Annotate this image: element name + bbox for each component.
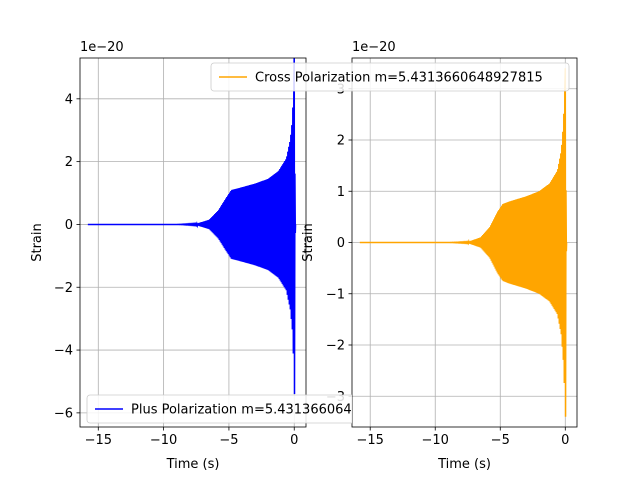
axes-frame: [79, 57, 307, 428]
y-tick-label: −2: [326, 339, 345, 354]
x-tick-label: 0: [561, 433, 569, 448]
x-tick-label: −5: [491, 433, 510, 448]
legend-cross: Cross Polarization m=5.4313660648927815: [210, 62, 570, 92]
x-tick-label: −5: [219, 433, 238, 448]
y-tick-label: −4: [54, 344, 73, 359]
series-line: [87, 58, 297, 395]
y-tick-label: 4: [65, 92, 73, 107]
x-axis-label: Time (s): [166, 457, 220, 472]
y-tick-label: 2: [337, 134, 345, 149]
legend-label: Cross Polarization m=5.4313660648927815: [255, 71, 543, 86]
legend-label: Plus Polarization m=5.4313660648927815: [131, 403, 410, 418]
series-line: [359, 68, 568, 417]
legend-box: [210, 62, 570, 92]
y-axis-label: Strain: [30, 223, 45, 262]
x-tick-label: −10: [422, 433, 449, 448]
x-tick-label: −15: [85, 433, 112, 448]
y-tick-label: −6: [54, 406, 73, 421]
y-axis-label: Strain: [301, 223, 316, 262]
y-tick-label: −1: [326, 287, 345, 302]
legend-plus: Plus Polarization m=5.4313660648927815: [86, 394, 410, 424]
y-tick-label: 0: [337, 236, 345, 251]
legend-box: [86, 394, 352, 424]
x-tick-label: 0: [290, 433, 298, 448]
x-tick-label: −10: [150, 433, 177, 448]
x-tick-label: −15: [356, 433, 383, 448]
chart-panel-1: −15 −10 −5 0 −6 −4 −2 0 2 4 1e−20 Time (s) Strain: [30, 40, 307, 472]
y-tick-label: 0: [65, 218, 73, 233]
y-tick-label: 1: [337, 185, 345, 200]
y-tick-label: −2: [54, 281, 73, 296]
offset-text: 1e−20: [80, 40, 124, 55]
y-tick-label: 2: [65, 155, 73, 170]
offset-text: 1e−20: [352, 40, 396, 55]
x-axis-label: Time (s): [437, 457, 491, 472]
